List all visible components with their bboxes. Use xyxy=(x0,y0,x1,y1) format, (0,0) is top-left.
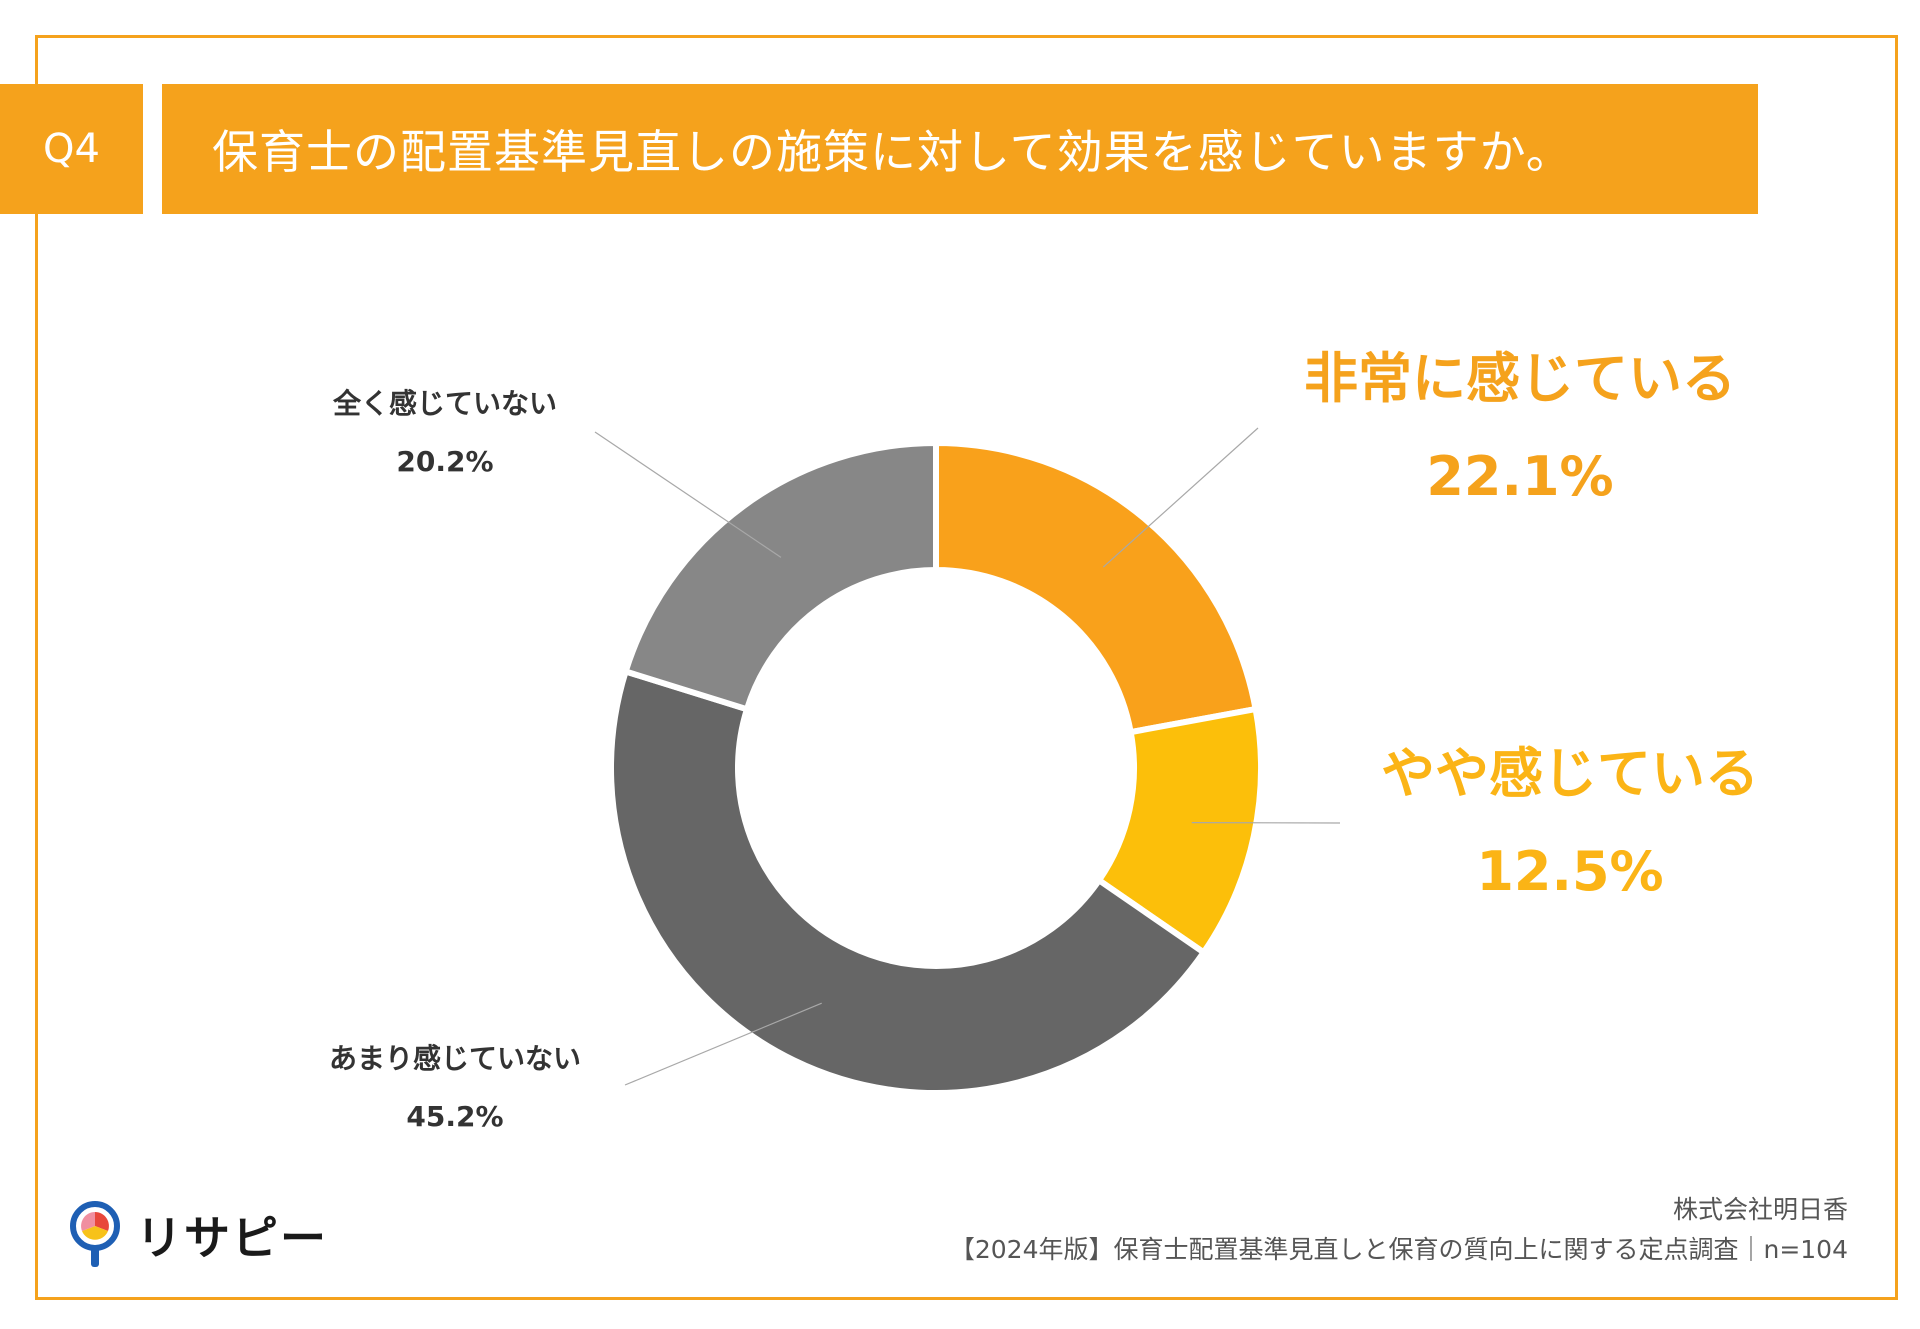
pin-pie-icon xyxy=(70,1201,120,1267)
company-name: 株式会社明日香 xyxy=(1672,1195,1848,1224)
footer: 株式会社明日香 【2024年版】保育士配置基準見直しと保育の質向上に関する定点調… xyxy=(950,1190,1848,1270)
leader-line xyxy=(624,1002,822,1086)
value-label: 12.5% xyxy=(1476,840,1664,903)
category-label: 非常に感じている xyxy=(1304,347,1736,410)
value-label: 20.2% xyxy=(396,445,494,478)
slice-very-much xyxy=(933,439,1260,736)
slice-not-at-all xyxy=(621,439,939,713)
question-title: 保育士の配置基準見直しの施策に対して効果を感じていますか。 xyxy=(162,84,1758,214)
logo-text: リサピー xyxy=(136,1211,328,1265)
label-not-much: あまり感じていない 45.2% xyxy=(255,1030,655,1146)
category-label: あまり感じていない xyxy=(328,1042,581,1075)
chart-frame xyxy=(35,35,1898,1300)
question-number-badge: Q4 xyxy=(0,84,143,214)
label-very-much: 非常に感じている 22.1% xyxy=(1270,330,1770,526)
label-not-at-all: 全く感じていない 20.2% xyxy=(245,375,645,491)
survey-source: 【2024年版】保育士配置基準見直しと保育の質向上に関する定点調査｜n=104 xyxy=(949,1235,1848,1264)
category-label: 全く感じていない xyxy=(332,387,557,420)
label-somewhat: やや感じている 12.5% xyxy=(1320,725,1820,921)
brand-logo: リサピー xyxy=(68,1200,328,1270)
value-label: 22.1% xyxy=(1426,445,1614,508)
category-label: やや感じている xyxy=(1381,742,1759,805)
slice-not-much xyxy=(608,667,1208,1096)
value-label: 45.2% xyxy=(406,1100,504,1133)
leader-line xyxy=(594,431,782,558)
leader-line xyxy=(1102,427,1259,568)
